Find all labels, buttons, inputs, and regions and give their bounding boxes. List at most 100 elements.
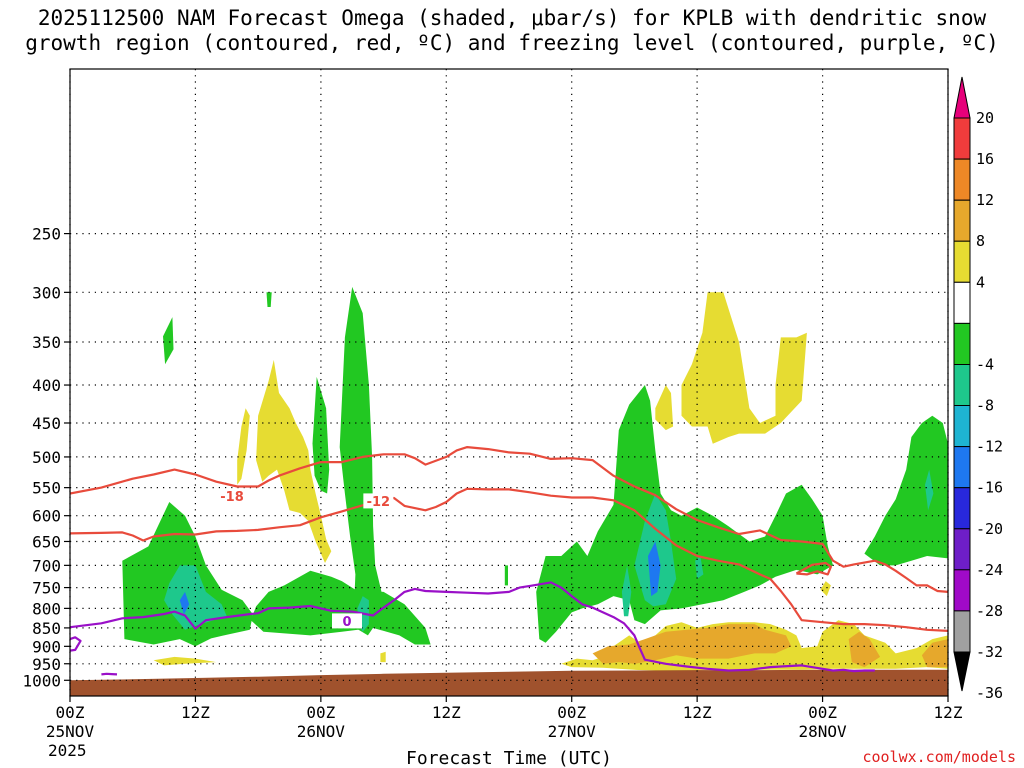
- colorbar-label--16: -16: [976, 479, 1003, 497]
- omega-region-yellow-top-right: [681, 292, 807, 444]
- omega-region-green-tall-column: [339, 286, 384, 636]
- colorbar-bin-4 to 8: [953, 240, 971, 283]
- colorbar-label--20: -20: [976, 520, 1003, 538]
- colorbar-label--8: -8: [976, 397, 994, 415]
- colorbar-bin--4 to 4: [953, 281, 971, 324]
- omega-region-green-speck-720: [504, 565, 508, 586]
- y-tick-label-650: 650: [32, 532, 61, 551]
- y-tick-label-550: 550: [32, 479, 61, 498]
- x-axis-label: Forecast Time (UTC): [406, 748, 612, 768]
- omega-region-teal-central-2: [621, 565, 632, 617]
- omega-region-yellow-small-400: [655, 385, 674, 431]
- freezing-label-bg-0: [331, 613, 362, 629]
- freezing-contour-2: [101, 672, 118, 676]
- plot-frame: [69, 68, 949, 697]
- y-tick-label-450: 450: [32, 414, 61, 433]
- dgz-contour-0: [70, 446, 948, 593]
- x-tick-label-0-3: 2025: [48, 741, 87, 760]
- dgz-label-bg-1: [363, 493, 394, 509]
- title-line-1: 2025112500 NAM Forecast Omega (shaded, μ…: [37, 6, 987, 30]
- contours: [70, 446, 948, 676]
- y-tick-label-850: 850: [32, 619, 61, 638]
- colorbar-label--36: -36: [976, 684, 1003, 702]
- colorbar-bin--12 to -8: [953, 364, 971, 407]
- freezing-contour-1: [70, 636, 82, 652]
- x-tick-label-12-1: 12Z: [181, 703, 210, 722]
- omega-region-orange-right-2: [921, 639, 948, 668]
- y-tick-label-300: 300: [32, 283, 61, 302]
- x-tick-label-36-1: 12Z: [432, 703, 461, 722]
- omega-shading: [122, 286, 948, 672]
- colorbar-bin-8 to 12: [953, 199, 971, 242]
- y-tick-label-500: 500: [32, 448, 61, 467]
- y-tick-label-600: 600: [32, 507, 61, 526]
- colorbar-bin--28 to -24: [953, 528, 971, 571]
- colorbar-label-20: 20: [976, 109, 994, 127]
- colorbar-bin-<-36: [953, 651, 971, 692]
- ground-fill: [70, 669, 948, 696]
- y-tick-label-900: 900: [32, 637, 61, 656]
- y-tick-label-350: 350: [32, 333, 61, 352]
- omega-region-green-central: [536, 385, 833, 643]
- colorbar-bin-16 to 20: [953, 117, 971, 160]
- omega-region-green-speck-310: [266, 292, 272, 307]
- colorbar-bin--24 to -20: [953, 487, 971, 530]
- freezing-contour-0: [70, 581, 875, 673]
- dgz-contour-label-0: -18: [220, 490, 244, 505]
- y-tick-label-700: 700: [32, 556, 61, 575]
- y-tick-label-250: 250: [32, 225, 61, 244]
- x-tick-label-60-1: 12Z: [683, 703, 712, 722]
- colorbar-bin--16 to -12: [953, 405, 971, 448]
- omega-region-green-mid-band: [250, 570, 431, 645]
- omega-region-teal-right: [695, 556, 704, 579]
- x-tick-label-48-1: 00Z: [557, 703, 586, 722]
- y-tick-label-800: 800: [32, 599, 61, 618]
- colorbar-label--28: -28: [976, 602, 1003, 620]
- omega-region-blue-left: [179, 591, 190, 615]
- colorbar-label-16: 16: [976, 150, 994, 168]
- colorbar-label--4: -4: [976, 356, 994, 374]
- dgz-contour-1: [70, 487, 948, 632]
- colorbar-bin-12 to 16: [953, 158, 971, 201]
- omega-region-green-right-edge: [864, 415, 948, 566]
- omega-region-orange-right: [848, 631, 881, 668]
- y-tick-label-1000: 1000: [22, 671, 61, 690]
- dgz-label-bg-0: [217, 488, 248, 504]
- dgz-contour-2: [795, 561, 833, 576]
- y-tick-label-400: 400: [32, 376, 61, 395]
- colorbar-label--12: -12: [976, 438, 1003, 456]
- colorbar-bin--20 to -16: [953, 446, 971, 489]
- x-tick-label-0-2: 25NOV: [46, 722, 95, 741]
- colorbar-label-4: 4: [976, 273, 985, 291]
- x-tick-label-84-1: 12Z: [934, 703, 963, 722]
- y-tick-label-750: 750: [32, 579, 61, 598]
- credit-text: coolwx.com/models: [862, 748, 1016, 766]
- x-tick-label-48-2: 27NOV: [548, 722, 597, 741]
- omega-region-orange-left: [608, 648, 624, 663]
- omega-region-green-small-300: [163, 317, 174, 365]
- y-axis-ticks: 2503003504004505005506006507007508008509…: [22, 225, 70, 690]
- colorbar-label--32: -32: [976, 643, 1003, 661]
- omega-region-yellow-small-800: [820, 581, 831, 597]
- contour-labels: -18 -12 0: [217, 488, 394, 630]
- colorbar-bin--32 to -28: [953, 569, 971, 612]
- omega-region-teal-right-2: [925, 469, 934, 511]
- y-tick-label-950: 950: [32, 655, 61, 674]
- title-line-2: growth region (contoured, red, ºC) and f…: [25, 31, 999, 55]
- x-tick-label-24-2: 26NOV: [297, 722, 346, 741]
- x-tick-label-72-1: 00Z: [808, 703, 837, 722]
- freezing-contour-label-0: 0: [342, 615, 351, 630]
- colorbar: 20 16 12 8 4 -4 -8 -12 -16 -20 -24 -28 -32 -36: [953, 76, 1003, 702]
- x-tick-label-0-1: 00Z: [56, 703, 85, 722]
- colorbar-bin--36 to -32: [953, 610, 971, 653]
- colorbar-label--24: -24: [976, 561, 1003, 579]
- omega-region-yellow-speck-920: [380, 651, 386, 663]
- colorbar-bin->20: [953, 76, 971, 119]
- dgz-contour-label-1: -12: [367, 495, 391, 510]
- omega-region-yellow-column-upper: [256, 359, 332, 563]
- colorbar-label-8: 8: [976, 232, 985, 250]
- colorbar-bin--8 to -4: [953, 322, 971, 365]
- omega-region-blue-central: [648, 541, 661, 597]
